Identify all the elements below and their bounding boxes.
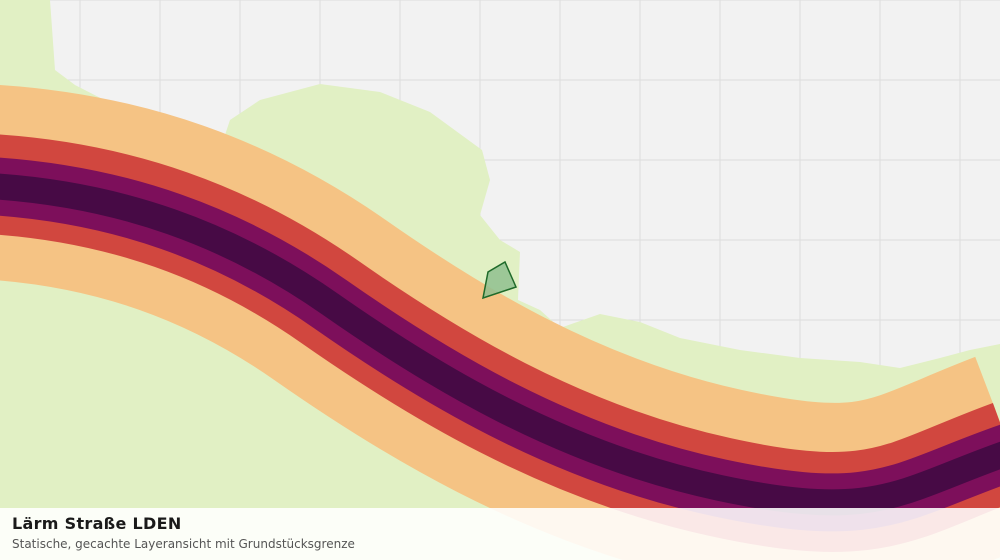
map-caption: Lärm Straße LDEN Statische, gecachte Lay… <box>0 508 1000 560</box>
noise-band-dark <box>0 173 1000 516</box>
noise-bands <box>0 84 1000 560</box>
parcel-boundary <box>482 260 518 300</box>
layer-title: Lärm Straße LDEN <box>12 514 182 533</box>
layer-subtitle: Statische, gecachte Layeransicht mit Gru… <box>12 537 355 551</box>
